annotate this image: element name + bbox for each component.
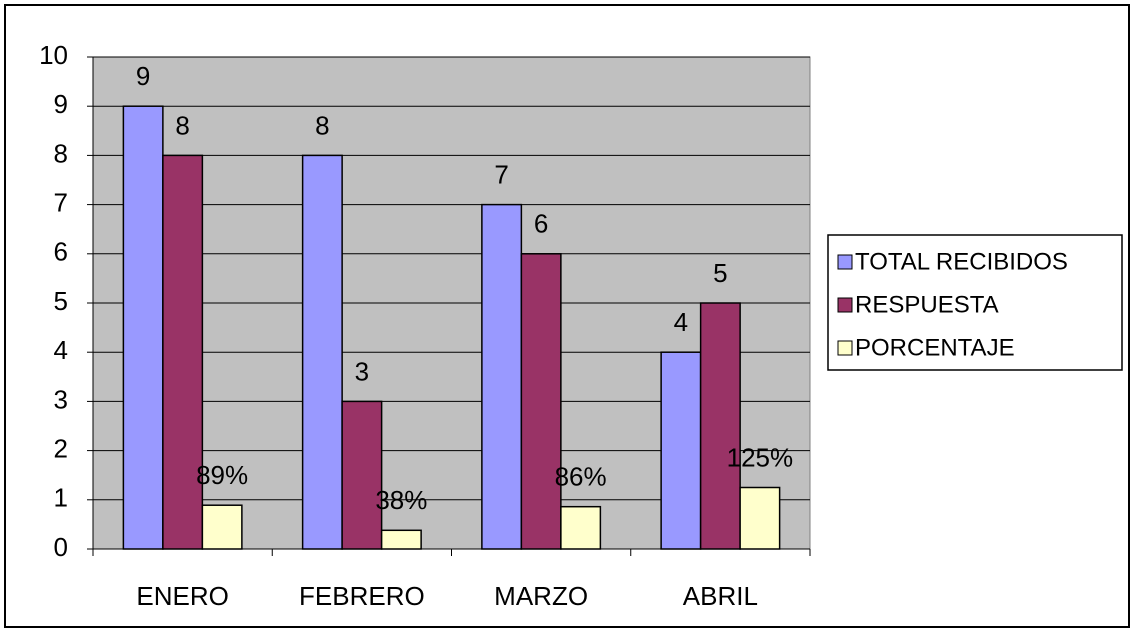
y-tick-label: 0: [54, 532, 68, 562]
legend-box: [827, 234, 1123, 371]
legend-label: RESPUESTA: [855, 291, 999, 318]
legend-swatch: [837, 340, 853, 356]
legend-label: PORCENTAJE: [855, 334, 1015, 361]
data-label: 8: [315, 110, 329, 140]
y-tick-label: 3: [54, 384, 68, 414]
y-tick-label: 2: [54, 433, 68, 463]
legend-swatch: [837, 297, 853, 313]
bar: [739, 486, 781, 550]
data-label: 9: [136, 61, 150, 91]
data-label: 7: [494, 159, 508, 189]
data-label: 86%: [555, 462, 607, 492]
data-label: 8: [175, 110, 189, 140]
data-label: 3: [355, 356, 369, 386]
bar: [341, 400, 383, 550]
bar: [520, 253, 562, 550]
x-tick-label: ENERO: [136, 581, 228, 611]
bar: [122, 105, 164, 550]
y-tick-label: 8: [54, 138, 68, 168]
bar: [380, 529, 422, 550]
y-tick-label: 9: [54, 89, 68, 119]
bar: [660, 351, 702, 550]
x-tick-label: MARZO: [494, 581, 588, 611]
data-label: 6: [534, 209, 548, 239]
bar: [162, 154, 204, 550]
data-label: 4: [674, 307, 688, 337]
y-tick-label: 5: [54, 286, 68, 316]
data-label: 89%: [196, 460, 248, 490]
x-tick-label: ABRIL: [683, 581, 758, 611]
y-tick-label: 6: [54, 237, 68, 267]
bar: [301, 154, 343, 550]
bar: [699, 302, 741, 550]
y-tick-label: 7: [54, 187, 68, 217]
data-label: 125%: [727, 442, 794, 472]
legend: TOTAL RECIBIDOS RESPUESTA PORCENTAJE: [827, 234, 1123, 371]
legend-label: TOTAL RECIBIDOS: [855, 248, 1068, 275]
y-tick-label: 4: [54, 335, 68, 365]
bar: [560, 505, 602, 550]
y-tick-label: 10: [39, 40, 68, 70]
bar: [201, 504, 243, 550]
bar: [481, 203, 523, 550]
y-tick-label: 1: [54, 483, 68, 513]
data-label: 5: [713, 258, 727, 288]
legend-swatch: [837, 254, 853, 270]
data-label: 38%: [375, 485, 427, 515]
x-tick-label: FEBRERO: [299, 581, 425, 611]
